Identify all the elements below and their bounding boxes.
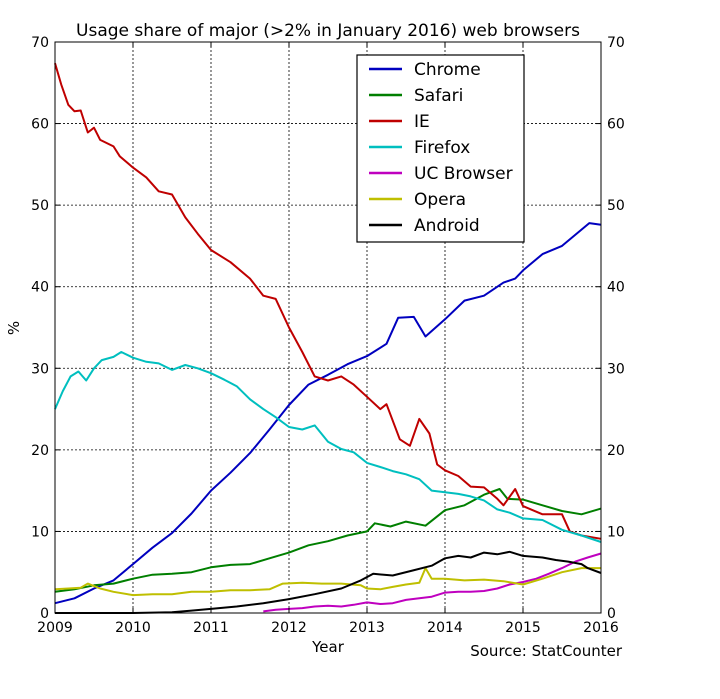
y-tick-label: 60	[607, 117, 625, 133]
y-tick-label: 40	[607, 280, 625, 296]
y-tick-label: 60	[31, 117, 49, 133]
legend-label-safari: Safari	[414, 86, 463, 106]
series-line-opera	[54, 567, 601, 597]
x-tick-label: 2011	[193, 620, 229, 636]
series-line-ie	[54, 62, 602, 540]
y-tick-label: 70	[607, 35, 625, 51]
y-axis-left: 0 10 20 30 40 50 60 70	[31, 35, 60, 622]
y-tick-label: 10	[31, 524, 49, 540]
y-tick-label: 30	[607, 361, 625, 377]
y-tick-label: 50	[607, 198, 625, 214]
y-tick-label: 40	[31, 280, 49, 296]
legend-label-firefox: Firefox	[414, 138, 470, 158]
x-tick-label: 2010	[115, 620, 151, 636]
y-axis-label: %	[5, 321, 23, 335]
series-lines	[54, 62, 602, 614]
x-tick-label: 2009	[37, 620, 73, 636]
x-tick-label: 2015	[505, 620, 541, 636]
x-tick-label: 2013	[349, 620, 385, 636]
legend-label-uc-browser: UC Browser	[414, 164, 513, 184]
y-tick-label: 20	[31, 443, 49, 459]
x-tick-label: 2012	[271, 620, 307, 636]
x-axis-label: Year	[311, 638, 345, 656]
plot-frame	[54, 41, 602, 614]
y-tick-label: 70	[31, 35, 49, 51]
legend: Chrome Safari IE Firefox UC Browser Opera Andr…	[356, 54, 525, 243]
x-axis: 2009 2010 2011 2012 2013 2014 2015 2016	[37, 42, 619, 636]
legend-label-chrome: Chrome	[414, 60, 481, 80]
x-tick-label: 2014	[427, 620, 463, 636]
y-axis-right: 0 10 20 30 40 50 60 70	[596, 35, 625, 622]
legend-label-android: Android	[414, 216, 480, 236]
y-tick-label: 50	[31, 198, 49, 214]
chart-title: Usage share of major (>2% in January 201…	[76, 21, 580, 41]
legend-box	[356, 54, 525, 243]
series-line-firefox	[54, 351, 602, 543]
y-tick-label: 10	[607, 524, 625, 540]
source-note: Source: StatCounter	[470, 642, 623, 660]
series-line-uc-browser	[263, 552, 602, 613]
y-tick-label: 20	[607, 443, 625, 459]
y-tick-label: 30	[31, 361, 49, 377]
x-tick-label: 2016	[583, 620, 619, 636]
series-line-chrome	[54, 222, 602, 605]
legend-label-ie: IE	[414, 112, 430, 132]
legend-label-opera: Opera	[414, 190, 466, 210]
series-line-android	[55, 550, 602, 614]
y-tick-label: 0	[40, 606, 49, 622]
y-tick-label: 0	[607, 606, 616, 622]
